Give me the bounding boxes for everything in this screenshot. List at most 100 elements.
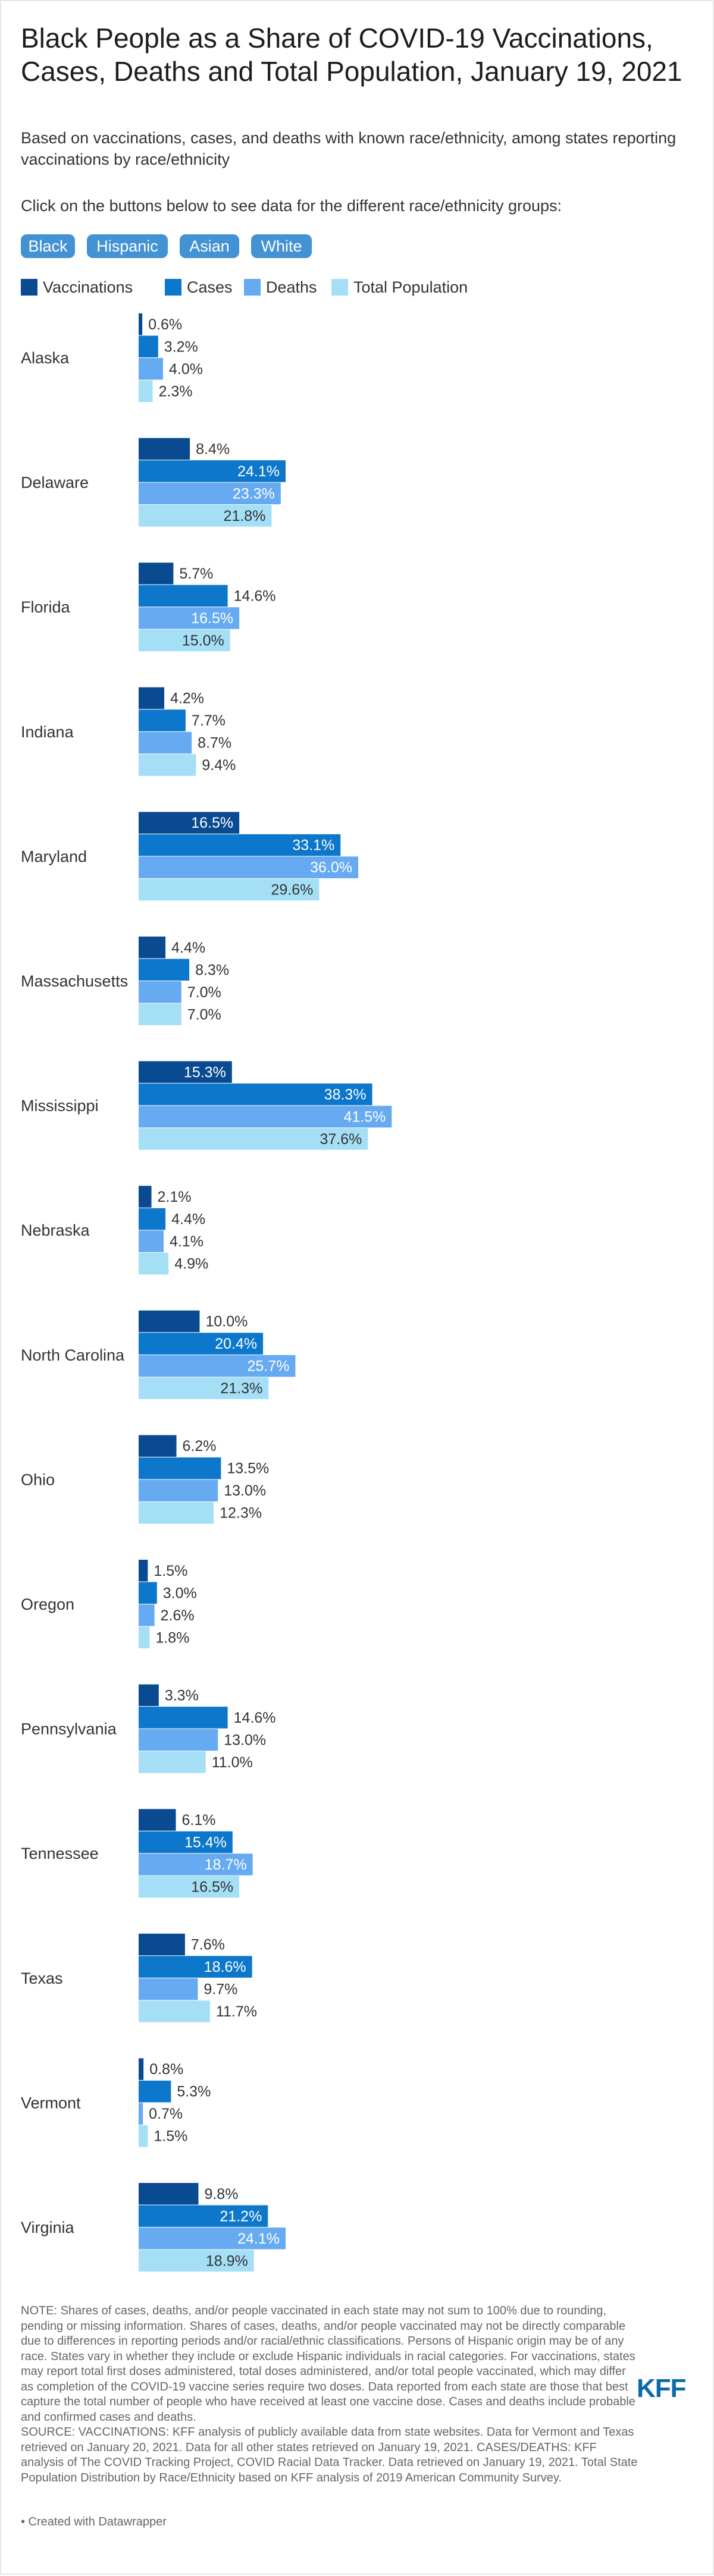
category-label: Massachusetts	[21, 972, 128, 990]
data-label: 15.3%	[184, 1064, 226, 1080]
data-label: 11.7%	[216, 2003, 257, 2020]
bar-deaths	[139, 731, 192, 754]
data-label: 21.2%	[220, 2208, 262, 2225]
bar-group-indiana: Indiana 4.2% 7.7% 8.7% 9.4%	[21, 687, 236, 776]
bar-vaccinations	[139, 1684, 159, 1707]
bar-deaths	[139, 981, 181, 1003]
data-label: 3.0%	[163, 1585, 197, 1601]
bar-deaths	[139, 1105, 392, 1128]
legend-swatch-vaccinations	[21, 279, 37, 296]
bar-vaccinations	[139, 1186, 152, 1208]
bar-vaccinations	[139, 2058, 144, 2080]
bar-vaccinations	[139, 1560, 148, 1582]
data-label: 7.7%	[192, 712, 226, 729]
data-label: 29.6%	[271, 882, 314, 899]
white-button[interactable]: White	[251, 234, 312, 258]
data-label: 8.7%	[198, 735, 231, 752]
bar-cases	[139, 2080, 171, 2103]
bar-vaccinations	[139, 937, 166, 959]
data-label: 11.0%	[212, 1754, 253, 1771]
bar-group-delaware: Delaware 8.4% 24.1% 23.3% 21.8%	[21, 438, 286, 527]
bar-group-maryland: Maryland 16.5% 33.1% 36.0% 29.6%	[21, 812, 358, 901]
data-label: 1.5%	[154, 1563, 187, 1579]
bar-deaths	[139, 1854, 253, 1876]
bar-cases	[139, 1831, 233, 1854]
category-label: Texas	[21, 1969, 63, 1987]
bar-total-population	[139, 1003, 181, 1025]
bar-deaths	[139, 1479, 218, 1501]
category-label: Delaware	[21, 474, 89, 492]
data-label: 41.5%	[343, 1108, 386, 1125]
bar-cases	[139, 460, 286, 482]
kff-logo: KFF	[637, 2374, 687, 2403]
bar-vaccinations	[139, 438, 190, 460]
bar-cases	[139, 1707, 228, 1729]
data-label: 5.3%	[177, 2084, 211, 2100]
data-label: 4.4%	[171, 940, 205, 956]
legend-label-cases: Cases	[187, 278, 233, 296]
category-label: Oregon	[21, 1595, 74, 1613]
bar-total-population	[139, 2125, 148, 2147]
data-label: 16.5%	[191, 1878, 233, 1895]
data-label: 2.6%	[161, 1607, 195, 1624]
bar-total-population	[139, 1252, 169, 1275]
bar-cases	[139, 709, 186, 731]
data-label: 4.1%	[170, 1233, 203, 1250]
data-label: 15.4%	[184, 1834, 227, 1851]
bar-cases	[139, 2205, 268, 2227]
chart-subtitle: Based on vaccinations, cases, and deaths…	[21, 129, 677, 168]
legend-swatch-deaths	[244, 279, 261, 296]
data-label: 36.0%	[310, 859, 352, 876]
bar-group-massachusetts: Massachusetts 4.4% 8.3% 7.0% 7.0%	[21, 937, 229, 1025]
datawrapper-credit: • Created with Datawrapper	[21, 2515, 167, 2528]
data-label: 4.9%	[174, 1255, 208, 1272]
bar-group-mississippi: Mississippi 15.3% 38.3% 41.5% 37.6%	[21, 1061, 392, 1150]
bar-group-north-carolina: North Carolina 10.0% 20.4% 25.7% 21.3%	[21, 1310, 296, 1399]
data-label: 7.0%	[187, 1006, 221, 1023]
bar-cases	[139, 585, 228, 607]
bar-cases	[139, 1956, 252, 1978]
bar-total-population	[139, 1377, 269, 1399]
data-label: 2.1%	[158, 1189, 192, 1205]
data-label: 4.0%	[169, 361, 203, 378]
data-label: 8.3%	[195, 962, 229, 978]
bar-deaths	[139, 607, 240, 629]
data-label: 13.5%	[227, 1460, 269, 1477]
category-label: Mississippi	[21, 1097, 99, 1115]
legend-swatch-total-population	[331, 279, 348, 296]
data-label: 21.3%	[220, 1380, 262, 1397]
data-label: 7.6%	[191, 1937, 225, 1953]
bar-cases	[139, 834, 341, 856]
data-label: 33.1%	[292, 837, 334, 854]
data-label: 9.8%	[204, 2186, 238, 2203]
data-label: 6.1%	[182, 1812, 216, 1829]
bar-vaccinations	[139, 1809, 176, 1831]
bar-total-population	[139, 1501, 214, 1524]
category-label: Vermont	[21, 2094, 81, 2112]
data-label: 1.8%	[155, 1629, 189, 1646]
data-label: 8.4%	[196, 441, 230, 457]
data-label: 3.2%	[164, 338, 198, 355]
bar-group-vermont: Vermont 0.8% 5.3% 0.7% 1.5%	[21, 2058, 211, 2147]
bar-deaths	[139, 2228, 286, 2250]
data-label: 21.8%	[224, 508, 266, 524]
data-label: 15.0%	[182, 632, 224, 649]
bar-total-population	[139, 380, 153, 402]
black-button[interactable]: Black	[21, 234, 75, 258]
asian-button[interactable]: Asian	[180, 234, 239, 258]
category-label: North Carolina	[21, 1346, 125, 1364]
category-label: Tennessee	[21, 1845, 99, 1862]
data-label: 2.3%	[159, 383, 193, 400]
data-label: 13.0%	[224, 1482, 266, 1499]
bar-deaths	[139, 1729, 218, 1751]
data-label: 18.6%	[204, 1959, 246, 1975]
data-label: 16.5%	[191, 610, 233, 627]
bar-vaccinations	[139, 1310, 200, 1333]
category-label: Virginia	[21, 2219, 75, 2236]
hispanic-button[interactable]: Hispanic	[87, 234, 168, 258]
bar-group-alaska: Alaska 0.6% 3.2% 4.0% 2.3%	[21, 313, 203, 402]
data-label: 25.7%	[248, 1358, 290, 1375]
bar-vaccinations	[139, 1061, 232, 1083]
